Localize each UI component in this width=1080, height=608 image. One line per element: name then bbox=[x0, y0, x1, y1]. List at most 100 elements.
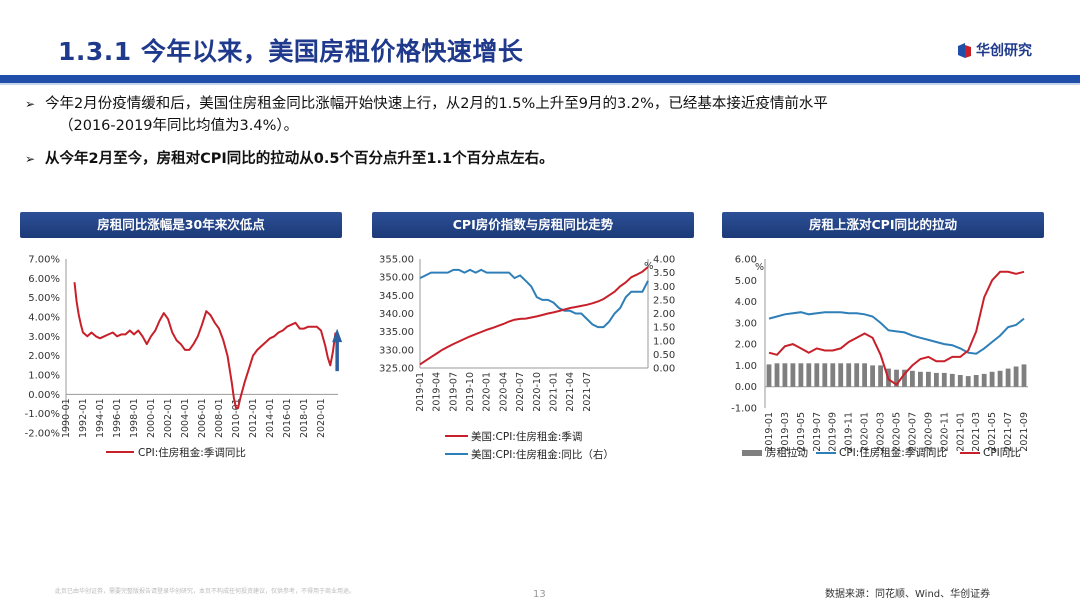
x-tick-label: 2010-01 bbox=[231, 398, 242, 438]
x-tick-label: 2019-05 bbox=[796, 412, 807, 452]
x-tick-label: 2019-03 bbox=[780, 412, 791, 452]
y-tick-label: 6.00% bbox=[28, 274, 60, 285]
bullet-text: 今年2月份疫情缓和后，美国住房租金同比涨幅开始快速上行，从2月的1.5%上升至9… bbox=[45, 96, 828, 112]
y-right-tick-label: 3.00 bbox=[653, 282, 675, 293]
legend-label: 美国:CPI:住房租金:季调 bbox=[471, 430, 582, 443]
bar-rent-contribution bbox=[830, 363, 836, 387]
bar-rent-contribution bbox=[814, 363, 820, 387]
brand-logo-text: 华创研究 bbox=[976, 43, 1032, 59]
x-tick-label: 2019-04 bbox=[432, 372, 443, 412]
x-tick-label: 2020-05 bbox=[892, 412, 903, 452]
x-tick-label: 2020-10 bbox=[532, 372, 543, 412]
x-tick-label: 2002-01 bbox=[163, 398, 174, 438]
series-line-rent-yoy bbox=[73, 282, 337, 409]
bar-rent-contribution bbox=[997, 370, 1003, 387]
y-tick-label: 4.00 bbox=[735, 297, 757, 308]
series-line-rent-yoy bbox=[419, 268, 649, 329]
bar-rent-contribution bbox=[957, 375, 963, 387]
x-tick-label: 2021-01 bbox=[955, 412, 966, 452]
legend-label: CPI:住房租金:季调同比 bbox=[839, 446, 947, 459]
y-tick-label: -1.00% bbox=[25, 409, 60, 420]
header-rule bbox=[0, 75, 1080, 83]
header-rule-light bbox=[0, 83, 1080, 85]
bullet-arrow-icon: ➢ bbox=[25, 97, 36, 111]
footer-disclaimer: 此页已由华创证券，需要完整版报告请登录华创研究，本页不构成任何投资建议，仅供参考… bbox=[55, 588, 356, 595]
x-tick-label: 2021-05 bbox=[987, 412, 998, 452]
bar-rent-contribution bbox=[854, 363, 860, 387]
y-tick-label: 7.00% bbox=[28, 255, 60, 266]
x-tick-label: 2020-01 bbox=[482, 372, 493, 412]
y-tick-label: 2.00 bbox=[735, 340, 757, 351]
bar-rent-contribution bbox=[766, 364, 772, 387]
bar-rent-contribution bbox=[790, 363, 796, 387]
x-tick-label: 2020-01 bbox=[860, 412, 871, 452]
y-left-tick-label: 355.00 bbox=[379, 255, 414, 266]
y-right-unit: % bbox=[644, 261, 654, 272]
y-right-tick-label: 1.00 bbox=[653, 336, 675, 347]
brand-logo-icon bbox=[958, 42, 971, 58]
x-tick-label: 2019-01 bbox=[764, 412, 775, 452]
chart-rent-contribution: 6.00 5.00 4.00 3.00 2.00 1.00 0.00 -1.00% 2019-0… bbox=[731, 255, 1030, 460]
y-left-tick-label: 350.00 bbox=[379, 273, 414, 284]
bar-rent-contribution bbox=[1013, 366, 1019, 387]
x-tick-label: 2021-04 bbox=[565, 372, 576, 412]
y-tick-label: 1.00 bbox=[735, 361, 757, 372]
y-tick-label: 5.00 bbox=[735, 276, 757, 287]
x-tick-label: 2016-01 bbox=[282, 398, 293, 438]
chart-2-title: CPI房价指数与房租同比走势 bbox=[372, 212, 694, 238]
chart-1-title: 房租同比涨幅是30年来次低点 bbox=[20, 212, 342, 238]
bar-rent-contribution bbox=[1021, 364, 1027, 387]
y-tick-label: 1.00% bbox=[28, 371, 60, 382]
x-tick-label: 2012-01 bbox=[248, 398, 259, 438]
x-tick-label: 2021-09 bbox=[1019, 412, 1030, 452]
y-right-tick-label: 2.50 bbox=[653, 295, 675, 306]
y-tick-label: -1.00 bbox=[731, 404, 757, 415]
bar-rent-contribution bbox=[981, 373, 987, 387]
x-tick-label: 2020-03 bbox=[876, 412, 887, 452]
bar-rent-contribution bbox=[838, 363, 844, 387]
brand-logo: 华创研究 bbox=[958, 40, 1032, 60]
x-tick-label: 2020-07 bbox=[515, 372, 526, 412]
chart-3-title: 房租上涨对CPI同比的拉动 bbox=[722, 212, 1044, 238]
bar-rent-contribution bbox=[941, 372, 947, 387]
x-tick-label: 2020-07 bbox=[907, 412, 918, 452]
bar-rent-contribution bbox=[822, 363, 828, 387]
bar-rent-contribution bbox=[1005, 368, 1011, 387]
x-tick-label: 2019-07 bbox=[448, 372, 459, 412]
bar-rent-contribution bbox=[949, 373, 955, 387]
data-source: 数据来源：同花顺、Wind、华创证券 bbox=[825, 589, 991, 600]
x-tick-label: 2020-09 bbox=[923, 412, 934, 452]
x-tick-label: 1994-01 bbox=[95, 398, 106, 438]
x-tick-label: 2000-01 bbox=[146, 398, 157, 438]
x-tick-label: 1996-01 bbox=[112, 398, 123, 438]
y-left-tick-label: 345.00 bbox=[379, 291, 414, 302]
bar-rent-contribution bbox=[894, 369, 899, 387]
y-tick-label: 5.00% bbox=[28, 293, 60, 304]
x-tick-label: 2021-07 bbox=[1003, 412, 1014, 452]
legend-label: 房租拉动 bbox=[766, 446, 808, 459]
y-left-tick-label: 325.00 bbox=[379, 364, 414, 375]
legend-label: CPI:住房租金:季调同比 bbox=[138, 446, 246, 459]
page-title: 1.3.1 今年以来，美国房租价格快速增长 bbox=[58, 37, 524, 66]
legend-swatch bbox=[742, 450, 762, 456]
bar-rent-contribution bbox=[965, 376, 971, 387]
x-tick-label: 2004-01 bbox=[180, 398, 191, 438]
page-number: 13 bbox=[533, 589, 546, 600]
y-tick-label: 3.00 bbox=[735, 318, 757, 329]
x-tick-label: 2020-01 bbox=[316, 398, 327, 438]
y-tick-label: 0.00% bbox=[28, 390, 60, 401]
x-tick-label: 2021-03 bbox=[971, 412, 982, 452]
y-tick-label: 2.00% bbox=[28, 351, 60, 362]
bullet-point-1: ➢ 今年2月份疫情缓和后，美国住房租金同比涨幅开始快速上行，从2月的1.5%上升至… bbox=[25, 93, 1045, 137]
y-right-tick-label: 4.00 bbox=[653, 255, 675, 266]
x-tick-label: 2020-11 bbox=[939, 412, 950, 452]
bar-rent-contribution bbox=[878, 365, 883, 387]
y-tick-label: 4.00% bbox=[28, 313, 60, 324]
y-right-tick-label: 0.00 bbox=[653, 364, 675, 375]
x-tick-label: 2019-01 bbox=[415, 372, 426, 412]
y-left-tick-label: 335.00 bbox=[379, 327, 414, 338]
x-tick-label: 1990-01 bbox=[61, 398, 72, 438]
x-tick-label: 2019-07 bbox=[812, 412, 823, 452]
bar-rent-contribution bbox=[926, 371, 931, 387]
bar-rent-contribution bbox=[973, 375, 979, 387]
